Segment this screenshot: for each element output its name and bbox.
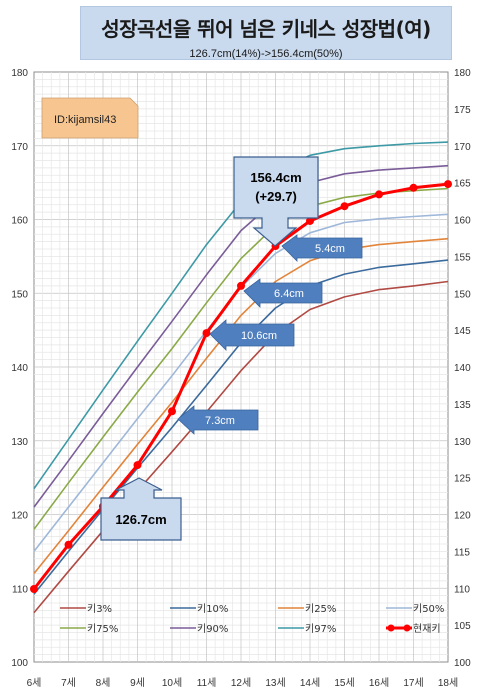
x-tick-label: 12세	[231, 677, 251, 689]
legend-label: 키90%	[197, 623, 228, 635]
legend-label: 현재키	[413, 623, 441, 635]
y-tick-label: 150	[11, 289, 28, 300]
gain-arrow-2: 10.6cm	[209, 319, 295, 351]
legend-label: 키3%	[87, 603, 112, 615]
legend-label: 키50%	[413, 603, 444, 615]
data-point-current	[409, 183, 418, 192]
x-tick-label: 9세	[130, 677, 145, 689]
x-tick-label: 8세	[96, 677, 111, 689]
y2-tick-label: 120	[454, 511, 471, 522]
x-tick-label: 10세	[162, 677, 182, 689]
y2-tick-label: 135	[454, 400, 471, 411]
gain-label-1: 7.3cm	[205, 415, 235, 427]
y-tick-label: 180	[11, 68, 28, 79]
x-tick-label: 15세	[334, 677, 354, 689]
end-label-line1: 156.4cm	[250, 170, 301, 185]
y2-tick-label: 145	[454, 326, 471, 337]
chart-subtitle: 126.7cm(14%)->156.4cm(50%)	[189, 48, 343, 60]
legend-marker	[403, 624, 411, 632]
x-tick-label: 14세	[300, 677, 320, 689]
y2-tick-label: 110	[454, 584, 470, 595]
series-line-p90	[33, 164, 449, 508]
end-label-line2: (+29.7)	[255, 189, 297, 204]
legend-label: 키10%	[197, 603, 228, 615]
gain-label-4: 5.4cm	[315, 243, 345, 255]
y2-tick-label: 155	[454, 252, 471, 263]
y-tick-label: 120	[11, 511, 28, 522]
data-point-current	[306, 216, 314, 225]
y-tick-label: 130	[11, 437, 28, 448]
legend: 키3% 키10% 키25% 키50% 키75% 키90% 키97% 현재키	[60, 603, 444, 635]
y2-tick-label: 100	[454, 658, 471, 669]
gain-arrow-4: 5.4cm	[281, 234, 363, 262]
data-point-current	[237, 281, 245, 290]
x-tick-label: 18세	[438, 677, 458, 689]
gain-arrow-3: 6.4cm	[243, 278, 323, 308]
data-point-current	[64, 540, 73, 549]
legend-label: 키25%	[305, 603, 336, 615]
chart-title: 성장곡선을 뛰어 넘은 키네스 성장법(여)	[101, 17, 431, 41]
end-callout: 156.4cm (+29.7)	[233, 156, 319, 247]
y-tick-label: 170	[11, 142, 28, 153]
data-point-current	[375, 190, 383, 199]
y2-tick-label: 180	[454, 68, 471, 79]
gain-arrow-1: 7.3cm	[177, 405, 259, 435]
y2-tick-label: 175	[454, 105, 471, 116]
start-label: 126.7cm	[115, 512, 166, 527]
id-label: ID:kijamsil43	[54, 114, 116, 126]
x-tick-label: 6세	[27, 677, 42, 689]
legend-label: 키75%	[87, 623, 118, 635]
y2-tick-label: 105	[454, 621, 471, 632]
gain-label-2: 10.6cm	[241, 330, 277, 342]
y2-tick-label: 170	[454, 142, 471, 153]
x-tick-label: 13세	[265, 677, 285, 689]
y2-tick-label: 165	[454, 179, 471, 190]
x-tick-label: 11세	[197, 677, 217, 689]
legend-label: 키97%	[305, 623, 336, 635]
y-tick-label: 100	[11, 658, 28, 669]
series-line-p25	[33, 237, 449, 575]
id-label-box: ID:kijamsil43	[41, 97, 139, 139]
gain-label-3: 6.4cm	[274, 288, 304, 300]
x-tick-label: 7세	[61, 677, 76, 689]
x-tick-label: 16세	[369, 677, 389, 689]
y-tick-label: 140	[11, 363, 28, 374]
data-point-current	[30, 584, 38, 593]
x-tick-label: 17세	[403, 677, 423, 689]
y2-tick-label: 150	[454, 289, 471, 300]
y2-tick-label: 140	[454, 363, 471, 374]
data-point-current	[202, 329, 211, 338]
start-callout: 126.7cm	[100, 477, 182, 541]
data-point-current	[133, 461, 142, 470]
y2-tick-label: 125	[454, 474, 471, 485]
y2-tick-label: 160	[454, 216, 471, 227]
y-tick-label: 110	[12, 584, 28, 595]
data-point-current	[340, 202, 349, 211]
y-tick-label: 160	[11, 216, 28, 227]
data-point-current	[444, 180, 452, 189]
axes: 100 110 120 130 140 150 160 170 180 100 105 110 115 1…	[11, 68, 471, 689]
data-point-current	[168, 407, 176, 416]
y2-tick-label: 115	[454, 547, 470, 558]
y2-tick-label: 130	[454, 437, 471, 448]
title-box: 성장곡선을 뛰어 넘은 키네스 성장법(여) 126.7cm(14%)->156…	[80, 6, 452, 60]
legend-marker	[387, 624, 395, 632]
